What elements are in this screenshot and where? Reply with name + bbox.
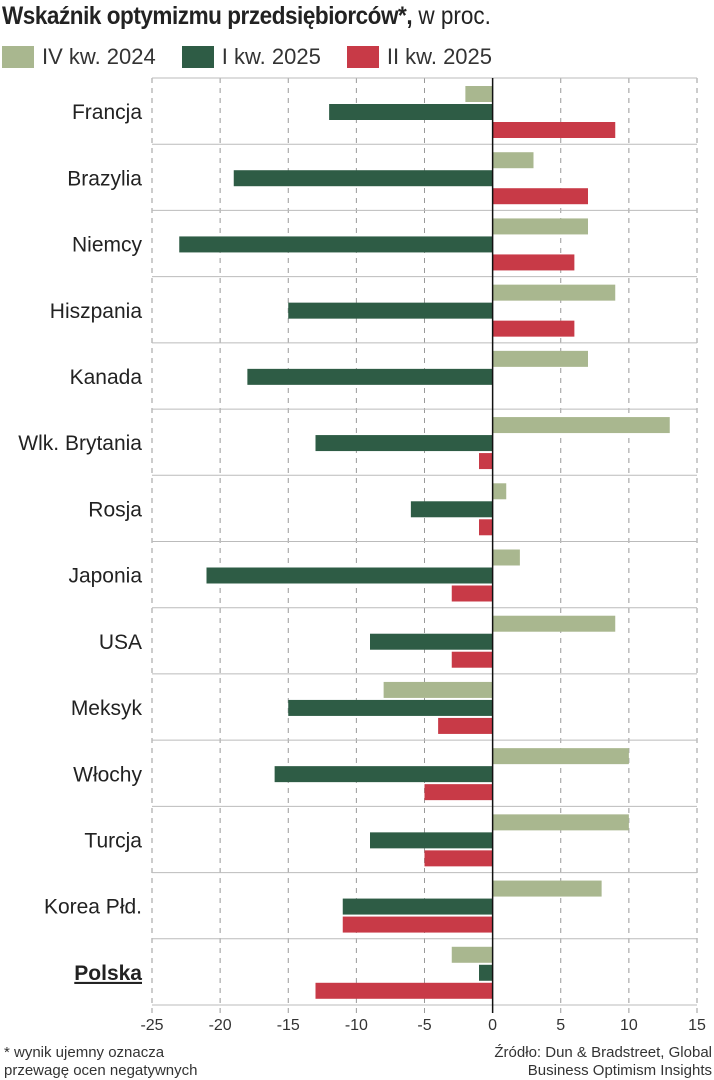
x-tick-label: 15 xyxy=(688,1017,706,1034)
x-tick-label: 10 xyxy=(620,1017,638,1034)
x-tick-label: 0 xyxy=(488,1017,497,1034)
category-label: Rosja xyxy=(88,498,142,521)
category-label: Hiszpania xyxy=(50,300,143,323)
legend-swatch xyxy=(2,46,34,68)
bar xyxy=(492,417,670,434)
bar xyxy=(410,501,493,518)
bar xyxy=(492,218,588,235)
bar xyxy=(288,302,493,319)
bar xyxy=(451,946,493,963)
legend-swatch xyxy=(181,46,214,68)
bar xyxy=(492,748,629,765)
bar xyxy=(492,549,520,566)
chart-title: Wskaźnik optymizmu przedsiębiorców*, w p… xyxy=(2,2,491,30)
category-label: Włochy xyxy=(73,763,142,786)
bar xyxy=(438,717,493,734)
legend-item-i-2025: I kw. 2025 xyxy=(181,44,321,70)
bar xyxy=(465,86,493,102)
x-tick-label: -10 xyxy=(345,1017,368,1034)
bar xyxy=(370,832,493,849)
bar xyxy=(342,916,493,933)
bar xyxy=(492,615,616,632)
bar xyxy=(288,699,493,716)
footnote: * wynik ujemny oznacza przewagę ocen nega… xyxy=(4,1044,198,1079)
category-label: Japonia xyxy=(68,565,142,588)
category-label: Polska xyxy=(74,962,142,985)
bar xyxy=(492,320,575,337)
bar xyxy=(315,982,493,999)
bar xyxy=(479,964,493,981)
bar xyxy=(206,567,493,584)
category-label: USA xyxy=(99,631,142,654)
legend: IV kw. 2024 I kw. 2025 II kw. 2025 xyxy=(2,44,492,70)
category-label: Niemcy xyxy=(72,234,143,257)
bar xyxy=(492,152,534,169)
bar xyxy=(492,284,616,301)
legend-swatch xyxy=(346,46,379,68)
x-tick-label: 5 xyxy=(556,1017,565,1034)
category-label: Korea Płd. xyxy=(44,896,142,919)
x-tick-label: -25 xyxy=(140,1017,163,1034)
bar xyxy=(479,519,493,536)
bar xyxy=(492,350,588,367)
category-label: Wlk. Brytania xyxy=(18,432,142,455)
category-label: Turcja xyxy=(84,829,142,852)
bar xyxy=(274,766,493,783)
x-tick-label: -15 xyxy=(277,1017,300,1034)
bar xyxy=(451,651,493,668)
bar xyxy=(492,254,575,271)
bar xyxy=(424,784,493,801)
bar xyxy=(329,104,493,120)
legend-item-iv-2024: IV kw. 2024 xyxy=(2,44,156,70)
category-label: Francja xyxy=(72,101,142,124)
source: Źródło: Dun & Bradstreet, Global Business… xyxy=(494,1044,712,1079)
x-tick-label: -20 xyxy=(209,1017,232,1034)
bar xyxy=(233,170,493,187)
bar xyxy=(451,585,493,602)
bar xyxy=(247,368,493,385)
category-label: Brazylia xyxy=(67,167,142,190)
x-tick-label: -5 xyxy=(417,1017,431,1034)
category-label: Kanada xyxy=(70,366,143,389)
bar xyxy=(179,236,493,253)
bar xyxy=(342,898,493,915)
bar xyxy=(424,850,493,867)
bar xyxy=(492,188,588,205)
bar xyxy=(492,880,602,897)
bar xyxy=(492,483,507,500)
bar xyxy=(370,633,493,650)
bar xyxy=(492,814,629,831)
bar xyxy=(479,453,493,470)
bar xyxy=(315,435,493,452)
category-label: Meksyk xyxy=(71,697,143,720)
bar xyxy=(492,122,616,138)
legend-item-ii-2025: II kw. 2025 xyxy=(346,44,492,70)
bar xyxy=(383,681,493,698)
